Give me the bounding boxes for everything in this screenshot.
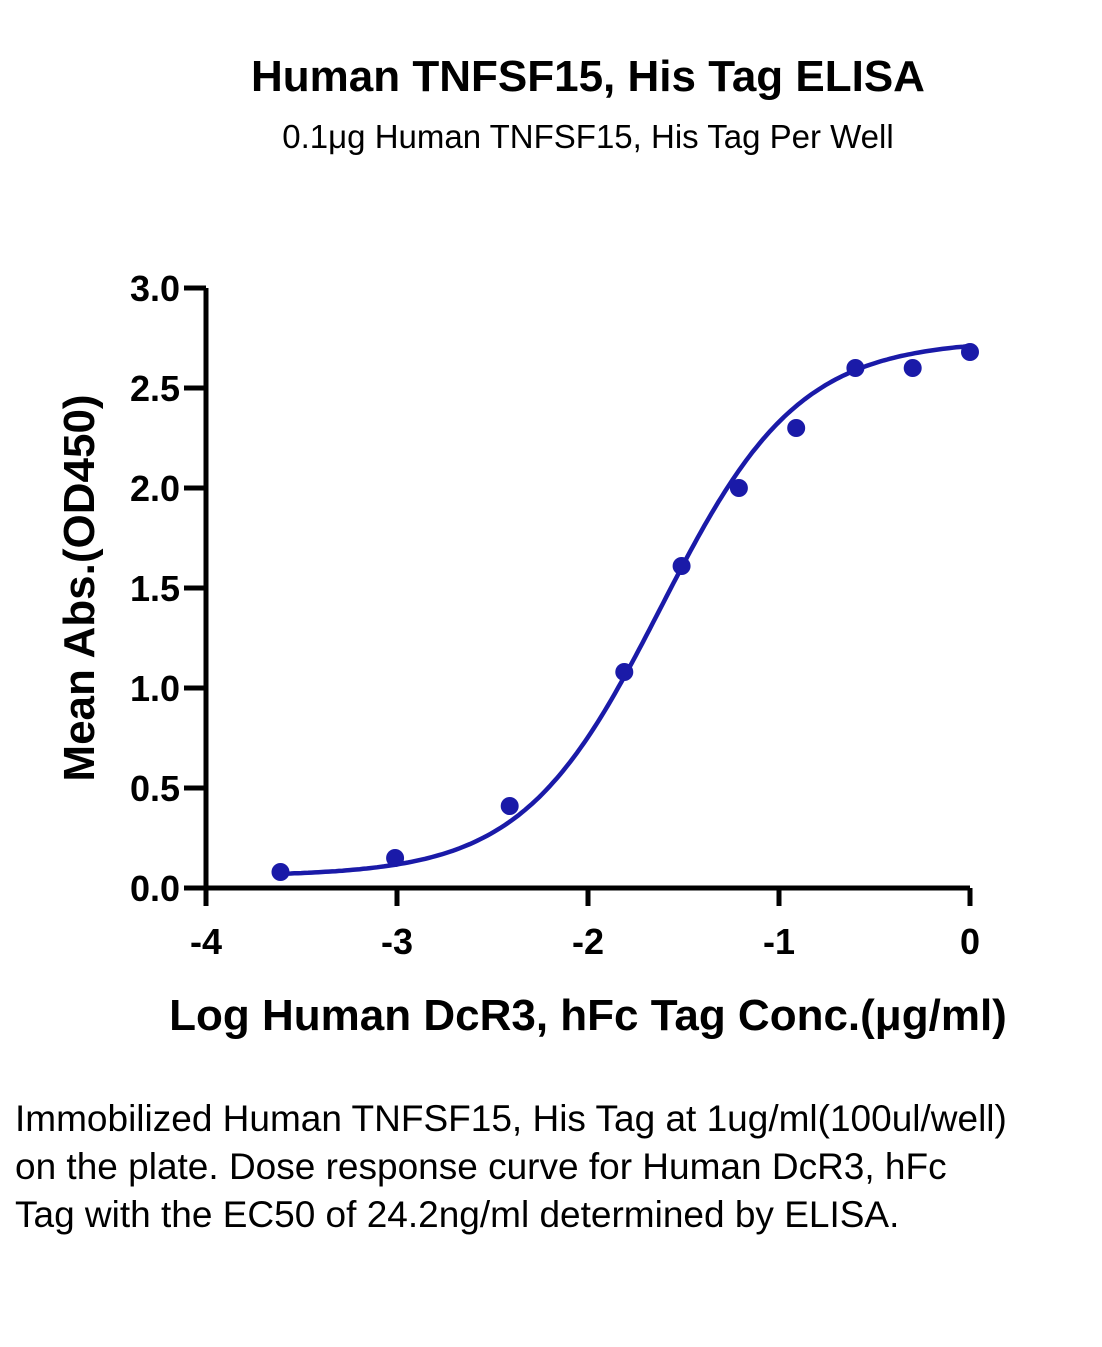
data-point	[386, 849, 405, 867]
elisa-chart: 0.0 0.5 1.0 1.5 2.0 2.5 3.0 -4 -3 -2 -1 0 Mean Abs…	[55, 268, 1007, 1040]
fit-curve	[280, 343, 971, 877]
data-point	[961, 343, 979, 361]
y-axis: 0.0 0.5 1.0 1.5 2.0 2.5 3.0	[130, 268, 209, 909]
data-point	[672, 557, 691, 575]
y-axis-label: Mean Abs.(OD450)	[55, 394, 104, 781]
x-tick-label: -2	[572, 921, 604, 962]
y-tick-label: 1.5	[130, 568, 180, 609]
chart-subtitle: 0.1μg Human TNFSF15, His Tag Per Well	[282, 118, 894, 155]
y-tick-label: 1.0	[130, 668, 180, 709]
x-axis: -4 -3 -2 -1 0	[190, 885, 980, 962]
data-point	[729, 479, 748, 497]
y-tick-label: 2.0	[130, 468, 180, 509]
figure-caption: Immobilized Human TNFSF15, His Tag at 1u…	[15, 1098, 1007, 1235]
data-point	[500, 797, 519, 815]
x-tick-label: -1	[763, 921, 795, 962]
y-tick-label: 0.0	[130, 868, 180, 909]
x-tick-label: -3	[381, 921, 413, 962]
chart-title: Human TNFSF15, His Tag ELISA	[251, 52, 925, 101]
y-tick-label: 2.5	[130, 368, 180, 409]
data-point	[903, 359, 922, 377]
data-point	[615, 663, 634, 681]
y-tick-label: 3.0	[130, 268, 180, 309]
x-axis-label: Log Human DcR3, hFc Tag Conc.(μg/ml)	[169, 991, 1007, 1040]
data-point	[846, 359, 865, 377]
x-tick-label: -4	[190, 921, 222, 962]
data-point	[787, 419, 806, 437]
data-point	[271, 863, 290, 881]
plot-area	[271, 343, 979, 881]
y-tick-label: 0.5	[130, 768, 180, 809]
x-tick-label: 0	[960, 921, 980, 962]
